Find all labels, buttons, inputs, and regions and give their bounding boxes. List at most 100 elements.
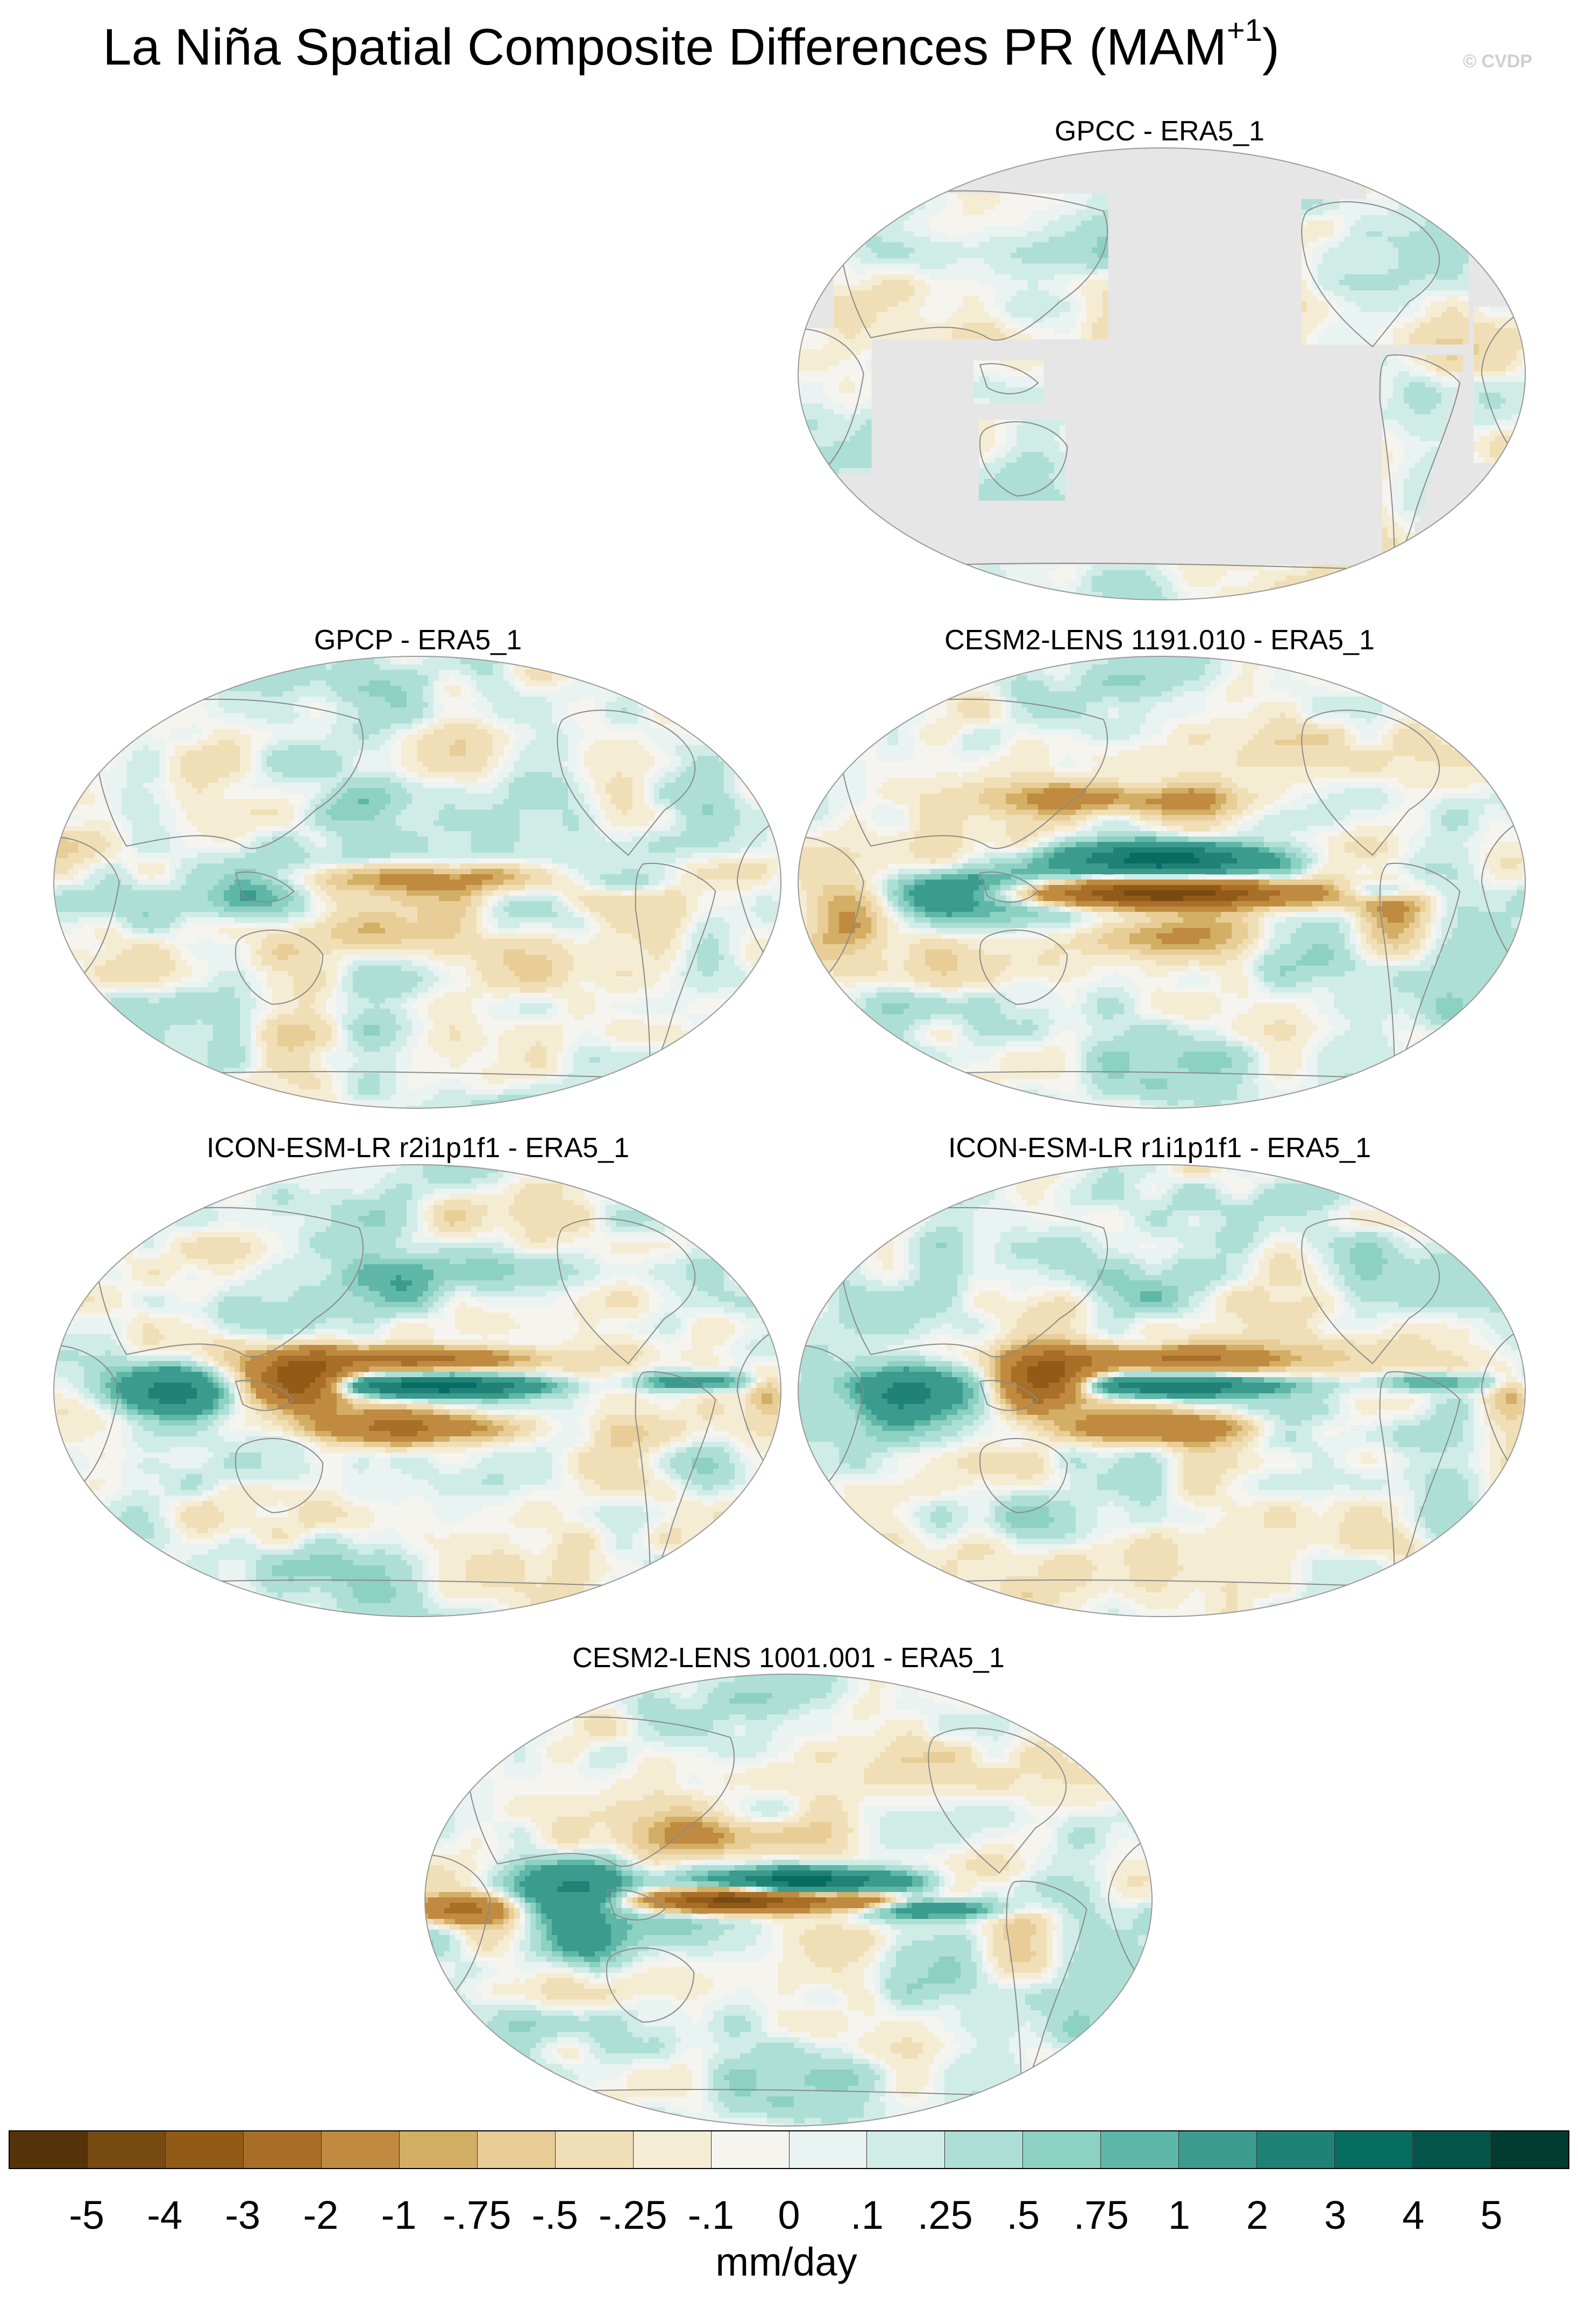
coastline	[979, 1380, 1039, 1411]
colorbar-tick-label: .25	[918, 2195, 973, 2235]
coastline	[979, 421, 1068, 497]
coastline	[979, 1438, 1068, 1513]
panel-title-icon-r2: ICON-ESM-LR r2i1p1f1 - ERA5_1	[207, 1132, 629, 1164]
coastline	[1301, 201, 1440, 348]
cvdp-watermark: © CVDP	[1463, 51, 1532, 72]
coastline	[1301, 1218, 1440, 1365]
coastline	[557, 1218, 696, 1365]
coastline	[635, 862, 716, 1069]
map-outline	[424, 1674, 1153, 2127]
colorbar-tick-label: -1	[381, 2195, 417, 2235]
map-panel-cesm1001	[424, 1674, 1153, 2127]
coastline	[234, 872, 295, 903]
colorbar-tick-label: .5	[1006, 2195, 1040, 2235]
colorbar-tick-label: 1	[1168, 2195, 1190, 2235]
colorbar-box	[1335, 2131, 1413, 2168]
colorbar-tick-label: 2	[1246, 2195, 1268, 2235]
coastline	[979, 930, 1068, 1005]
map-panel-cesm1191	[798, 656, 1526, 1109]
colorbar-box	[321, 2131, 400, 2168]
map-outline	[53, 1164, 781, 1617]
colorbar-box	[633, 2131, 712, 2168]
colorbar-box	[243, 2131, 322, 2168]
coastline	[839, 190, 1108, 341]
coastline	[979, 872, 1039, 903]
map-panel-icon-r1	[798, 1164, 1526, 1617]
coastline	[928, 1727, 1067, 1874]
colorbar-tick-label: 3	[1324, 2195, 1346, 2235]
colorbar-box	[1413, 2131, 1491, 2168]
figure-title: La Niña Spatial Composite Differences PR…	[0, 15, 1382, 80]
colorbar-box	[1101, 2131, 1179, 2168]
panel-title-gpcp: GPCP - ERA5_1	[314, 624, 522, 656]
map-outline	[798, 1164, 1526, 1617]
map-outline	[798, 147, 1526, 600]
colorbar-tick-label: -5	[69, 2195, 104, 2235]
colorbar-tick-label: -.1	[688, 2195, 734, 2235]
map-panel-icon-r2	[53, 1164, 781, 1617]
colorbar-tick-label: .75	[1074, 2195, 1129, 2235]
colorbar-box	[399, 2131, 478, 2168]
coastline	[999, 1686, 1058, 1725]
figure-title-superscript: +1	[1227, 13, 1262, 48]
map-outline	[798, 656, 1526, 1109]
colorbar-tick-label: .1	[850, 2195, 884, 2235]
coastline	[1372, 1177, 1432, 1216]
colorbar-box	[1023, 2131, 1101, 2168]
coastline	[1301, 710, 1440, 856]
figure-title-text: La Niña Spatial Composite Differences PR…	[103, 18, 1227, 76]
coastline	[557, 710, 696, 856]
colorbar-box	[87, 2131, 166, 2168]
colorbar-box	[1491, 2131, 1569, 2168]
colorbar-box	[1179, 2131, 1257, 2168]
coastline	[1379, 354, 1461, 561]
panel-title-icon-r1: ICON-ESM-LR r1i1p1f1 - ERA5_1	[948, 1132, 1371, 1164]
map-panel-gpcp	[53, 656, 781, 1109]
map-field	[425, 1674, 1152, 2126]
coastline	[234, 1438, 324, 1513]
figure-title-close: )	[1262, 18, 1280, 76]
map-outline	[53, 656, 781, 1109]
colorbar-tick-label: 5	[1480, 2195, 1502, 2235]
map-field	[54, 1165, 781, 1617]
coastline	[839, 1207, 1108, 1358]
colorbar-box	[477, 2131, 556, 2168]
coastline	[1379, 862, 1461, 1069]
coastline	[234, 930, 324, 1005]
colorbar-box	[945, 2131, 1023, 2168]
panel-title-cesm1001: CESM2-LENS 1001.001 - ERA5_1	[572, 1642, 1005, 1674]
coastline	[606, 1889, 666, 1921]
colorbar-box	[10, 2131, 88, 2168]
coastline	[1372, 668, 1432, 707]
colorbar-box	[555, 2131, 634, 2168]
coastline	[1006, 1880, 1087, 2087]
coastline	[95, 1207, 364, 1358]
colorbar	[9, 2130, 1569, 2169]
colorbar-box	[789, 2131, 868, 2168]
colorbar-tick-label: -.75	[443, 2195, 511, 2235]
coastline	[606, 1947, 695, 2023]
coastline	[234, 1380, 295, 1411]
colorbar-tick-label: -3	[225, 2195, 260, 2235]
coastline	[466, 1716, 735, 1867]
coastline	[1372, 160, 1432, 199]
coastline	[979, 363, 1039, 394]
colorbar-tick-label: -.5	[532, 2195, 578, 2235]
colorbar-tick-label: 0	[778, 2195, 800, 2235]
map-panel-gpcc	[798, 147, 1526, 600]
map-field	[54, 656, 781, 1108]
coastline	[635, 1371, 716, 1577]
colorbar-box	[1257, 2131, 1335, 2168]
coastline	[95, 698, 364, 849]
coastline	[839, 698, 1108, 849]
panel-title-gpcc: GPCC - ERA5_1	[1055, 115, 1264, 147]
colorbar-tick-label: -.25	[599, 2195, 667, 2235]
colorbar-tick-label: 4	[1402, 2195, 1424, 2235]
coastline	[1379, 1371, 1461, 1577]
colorbar-box	[867, 2131, 946, 2168]
colorbar-units: mm/day	[715, 2242, 857, 2282]
coastline	[628, 1177, 687, 1216]
colorbar-tick-label: -2	[303, 2195, 338, 2235]
colorbar-box	[165, 2131, 244, 2168]
map-field	[798, 1165, 1525, 1617]
